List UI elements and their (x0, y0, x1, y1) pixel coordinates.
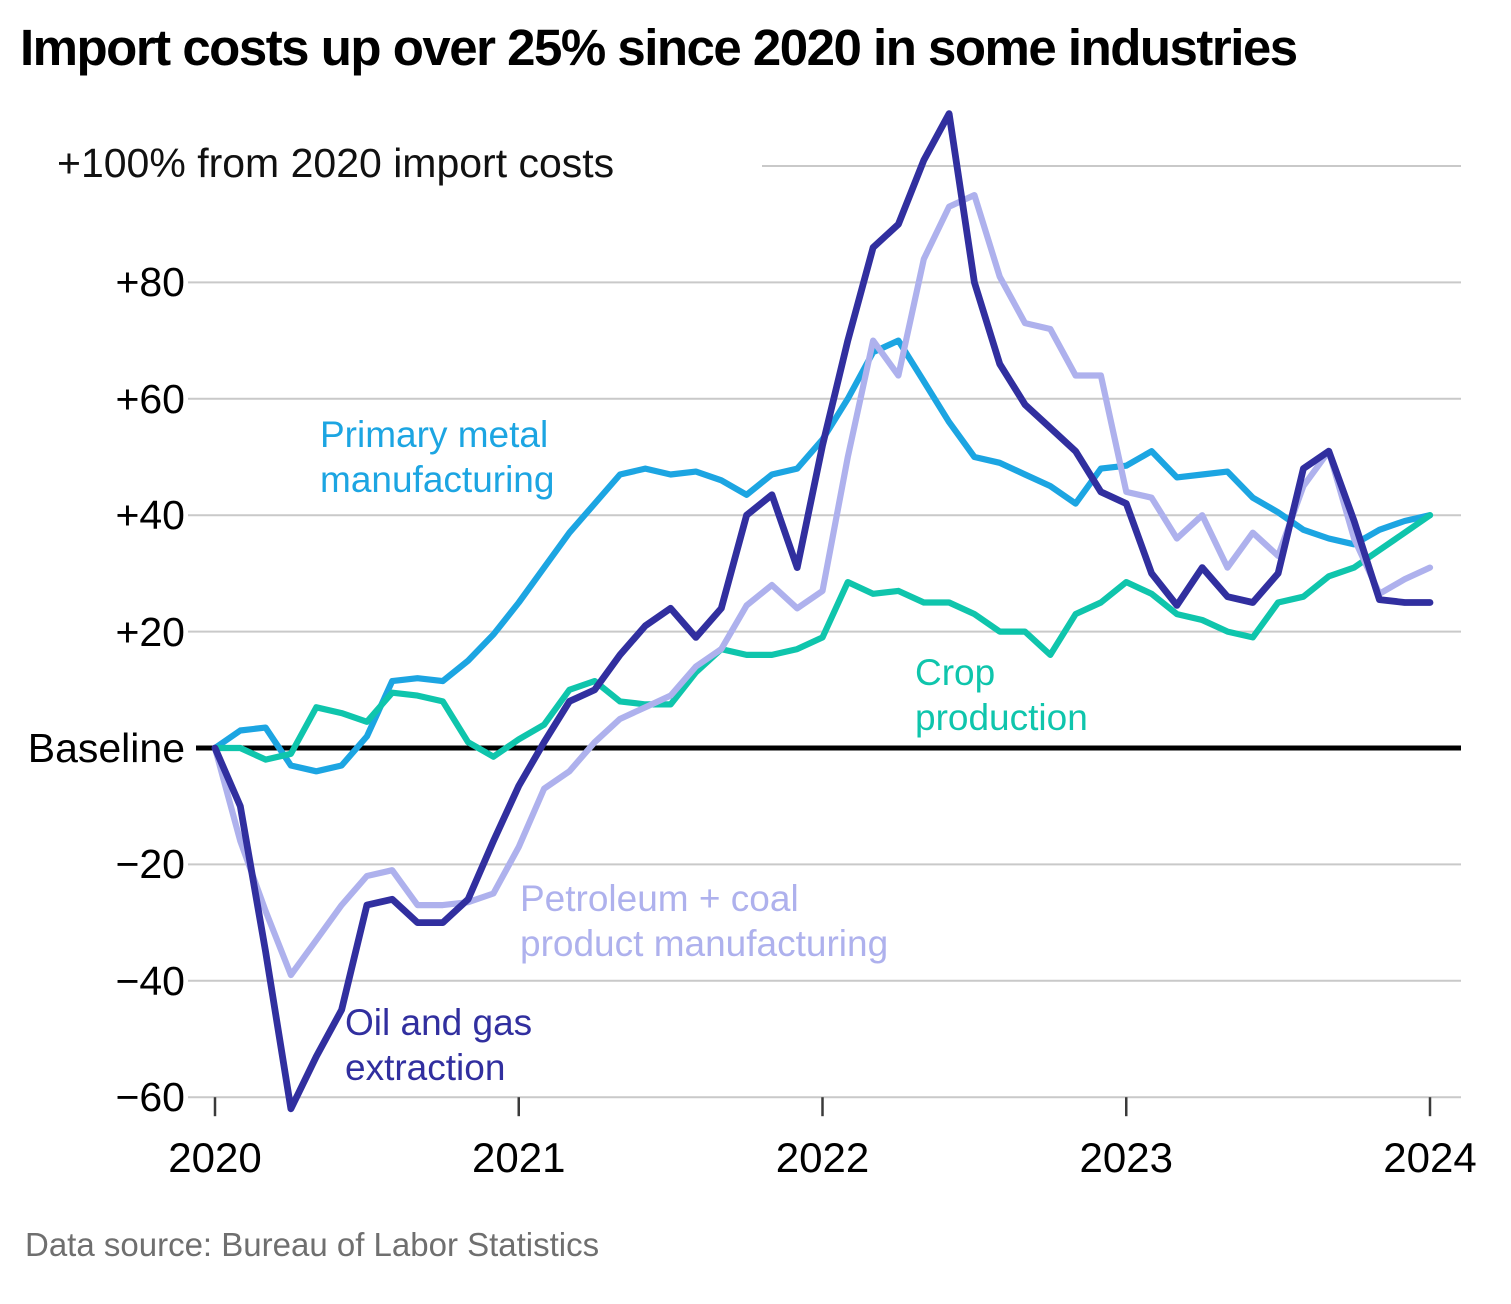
y-tick-label--20: −20 (115, 841, 185, 888)
legend-line: Crop (915, 652, 996, 693)
y-tick-label-0: Baseline (27, 725, 185, 771)
legend-line: Oil and gas (345, 1002, 533, 1043)
y-tick-label-80: +80 (115, 259, 185, 306)
x-tick-label-2022: 2022 (775, 1134, 870, 1181)
legend-line: product manufacturing (520, 923, 889, 964)
y-axis-unit-label: +100% from 2020 import costs (57, 140, 615, 186)
legend-petroleum-coal: Petroleum + coal product manufacturing (520, 876, 888, 966)
legend-crop-production: Crop production (915, 650, 1088, 740)
series-line-oil-gas (211, 110, 1434, 1113)
y-tick-label-40: +40 (115, 492, 185, 539)
series-line-petroleum-coal (211, 192, 1434, 979)
data-source-note: Data source: Bureau of Labor Statistics (25, 1226, 600, 1263)
y-tick-label--60: −60 (115, 1074, 185, 1121)
x-tick-label-2021: 2021 (472, 1134, 566, 1181)
legend-oil-gas: Oil and gas extraction (345, 1000, 532, 1090)
legend-line: manufacturing (320, 459, 555, 500)
legend-line: production (915, 697, 1088, 738)
legend-primary-metal: Primary metal manufacturing (320, 412, 554, 502)
legend-line: extraction (345, 1047, 506, 1088)
legend-line: Petroleum + coal (520, 878, 799, 919)
legend-line: Primary metal (320, 414, 549, 455)
series-line-crop-production (211, 512, 1434, 763)
y-tick-label--40: −40 (115, 957, 185, 1004)
x-tick-label-2024: 2024 (1383, 1134, 1477, 1181)
y-tick-label-20: +20 (115, 608, 185, 655)
x-tick-label-2020: 2020 (168, 1134, 262, 1181)
chart-title: Import costs up over 25% since 2020 in s… (20, 19, 1298, 76)
x-tick-label-2023: 2023 (1079, 1134, 1173, 1181)
series-line-primary-metal (211, 337, 1434, 775)
y-tick-label-60: +60 (115, 375, 185, 422)
